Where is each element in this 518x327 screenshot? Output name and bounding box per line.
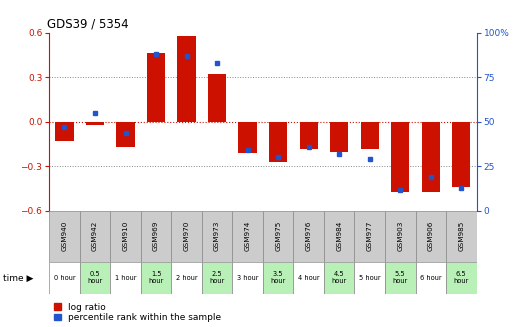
- Bar: [171, 262, 202, 294]
- Text: 2 hour: 2 hour: [176, 275, 197, 281]
- Text: 1.5
hour: 1.5 hour: [149, 271, 164, 284]
- Bar: [452, 122, 470, 187]
- Bar: [55, 122, 74, 141]
- Text: GSM942: GSM942: [92, 221, 98, 251]
- Text: GSM977: GSM977: [367, 221, 373, 251]
- Text: 4.5
hour: 4.5 hour: [332, 271, 347, 284]
- Bar: [147, 54, 165, 122]
- Text: GSM975: GSM975: [275, 221, 281, 251]
- Text: 6 hour: 6 hour: [420, 275, 441, 281]
- Bar: [202, 211, 233, 262]
- Text: 0.5
hour: 0.5 hour: [88, 271, 103, 284]
- Text: GSM940: GSM940: [62, 221, 67, 251]
- Text: 5 hour: 5 hour: [359, 275, 381, 281]
- Text: GSM903: GSM903: [397, 221, 403, 251]
- Text: GSM906: GSM906: [428, 221, 434, 251]
- Bar: [293, 262, 324, 294]
- Bar: [415, 211, 446, 262]
- Text: GSM985: GSM985: [458, 221, 464, 251]
- Bar: [80, 211, 110, 262]
- Bar: [354, 262, 385, 294]
- Bar: [422, 122, 440, 192]
- Text: GDS39 / 5354: GDS39 / 5354: [47, 17, 128, 30]
- Text: GSM973: GSM973: [214, 221, 220, 251]
- Bar: [110, 262, 141, 294]
- Text: 3.5
hour: 3.5 hour: [270, 271, 286, 284]
- Text: 4 hour: 4 hour: [298, 275, 320, 281]
- Bar: [117, 122, 135, 147]
- Bar: [49, 262, 80, 294]
- Bar: [269, 122, 287, 162]
- Bar: [324, 211, 354, 262]
- Bar: [141, 211, 171, 262]
- Bar: [80, 262, 110, 294]
- Bar: [385, 211, 415, 262]
- Bar: [208, 74, 226, 122]
- Bar: [49, 211, 80, 262]
- Text: GSM974: GSM974: [244, 221, 251, 251]
- Text: GSM910: GSM910: [123, 221, 128, 251]
- Text: GSM970: GSM970: [183, 221, 190, 251]
- Text: time ▶: time ▶: [3, 273, 33, 283]
- Text: GSM976: GSM976: [306, 221, 312, 251]
- Bar: [391, 122, 409, 192]
- Bar: [446, 262, 477, 294]
- Bar: [354, 211, 385, 262]
- Bar: [324, 262, 354, 294]
- Text: GSM969: GSM969: [153, 221, 159, 251]
- Bar: [446, 211, 477, 262]
- Legend: log ratio, percentile rank within the sample: log ratio, percentile rank within the sa…: [54, 303, 221, 322]
- Text: 5.5
hour: 5.5 hour: [393, 271, 408, 284]
- Bar: [361, 122, 379, 148]
- Text: GSM984: GSM984: [336, 221, 342, 251]
- Bar: [202, 262, 233, 294]
- Bar: [233, 262, 263, 294]
- Bar: [299, 122, 318, 148]
- Bar: [110, 211, 141, 262]
- Bar: [86, 122, 104, 125]
- Bar: [141, 262, 171, 294]
- Bar: [330, 122, 348, 151]
- Bar: [238, 122, 257, 153]
- Bar: [177, 36, 196, 122]
- Bar: [171, 211, 202, 262]
- Text: 2.5
hour: 2.5 hour: [209, 271, 225, 284]
- Bar: [263, 211, 293, 262]
- Text: 6.5
hour: 6.5 hour: [454, 271, 469, 284]
- Bar: [233, 211, 263, 262]
- Bar: [415, 262, 446, 294]
- Text: 3 hour: 3 hour: [237, 275, 258, 281]
- Text: 0 hour: 0 hour: [54, 275, 75, 281]
- Bar: [263, 262, 293, 294]
- Bar: [293, 211, 324, 262]
- Bar: [385, 262, 415, 294]
- Text: 1 hour: 1 hour: [115, 275, 136, 281]
